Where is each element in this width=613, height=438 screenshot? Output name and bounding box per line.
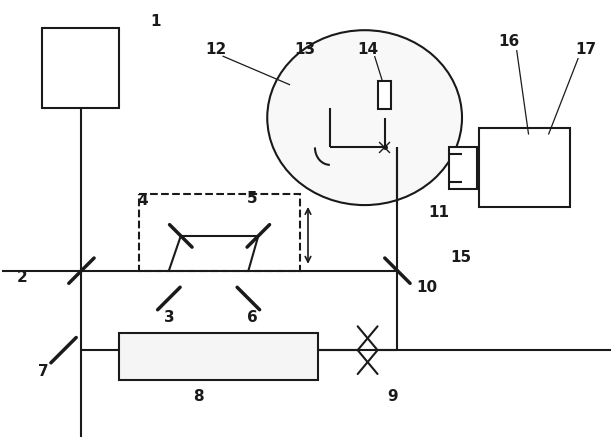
Text: 9: 9 [387, 389, 398, 403]
Text: 2: 2 [17, 269, 27, 284]
Text: 13: 13 [294, 42, 316, 57]
Text: 1: 1 [151, 14, 161, 29]
Bar [119, 333, 318, 380]
Text: 6: 6 [247, 309, 257, 324]
Text: 17: 17 [576, 42, 597, 57]
Bar [479, 128, 570, 208]
Bar [42, 29, 119, 109]
Bar [449, 148, 477, 190]
Text: 10: 10 [417, 279, 438, 294]
Text: 14: 14 [357, 42, 378, 57]
Text: 3: 3 [164, 309, 174, 324]
Bar [139, 195, 300, 271]
Text: 4: 4 [138, 192, 148, 207]
Text: 16: 16 [498, 34, 519, 49]
Text: 7: 7 [39, 363, 49, 378]
Text: 8: 8 [193, 389, 204, 403]
Text: 12: 12 [205, 42, 226, 57]
Text: 11: 11 [428, 204, 450, 219]
Text: 5: 5 [247, 190, 257, 205]
Text: 15: 15 [451, 250, 471, 265]
Ellipse shape [267, 31, 462, 205]
Bar [378, 82, 392, 110]
